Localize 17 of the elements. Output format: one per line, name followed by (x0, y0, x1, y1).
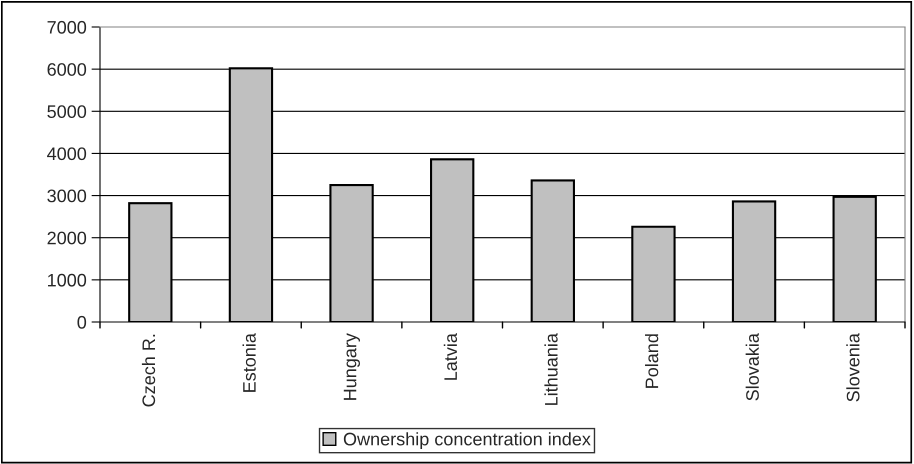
x-tick-label: Czech R. (142, 334, 156, 406)
x-tick-label: Hungary (344, 333, 360, 400)
x-tick-label: Estonia (242, 333, 256, 392)
y-tick-label: 6000 (48, 63, 86, 76)
y-tick-label: 3000 (47, 190, 86, 202)
legend-label: Ownership concentration index (344, 432, 591, 450)
y-tick-label: 4000 (47, 147, 86, 160)
x-tick-label: Slovenia (846, 333, 860, 402)
y-tick-label: 5000 (47, 105, 86, 118)
x-tick-label: Poland (645, 334, 658, 388)
y-tick-label: 0 (77, 316, 86, 329)
x-tick-label: Latvia (444, 333, 458, 380)
y-tick-label: 2000 (48, 232, 86, 244)
y-tick-label: 7000 (48, 20, 86, 34)
x-tick-label: Slovakia (746, 333, 759, 401)
y-tick-label: 1000 (48, 274, 86, 287)
x-tick-label: Lithuania (544, 333, 558, 405)
